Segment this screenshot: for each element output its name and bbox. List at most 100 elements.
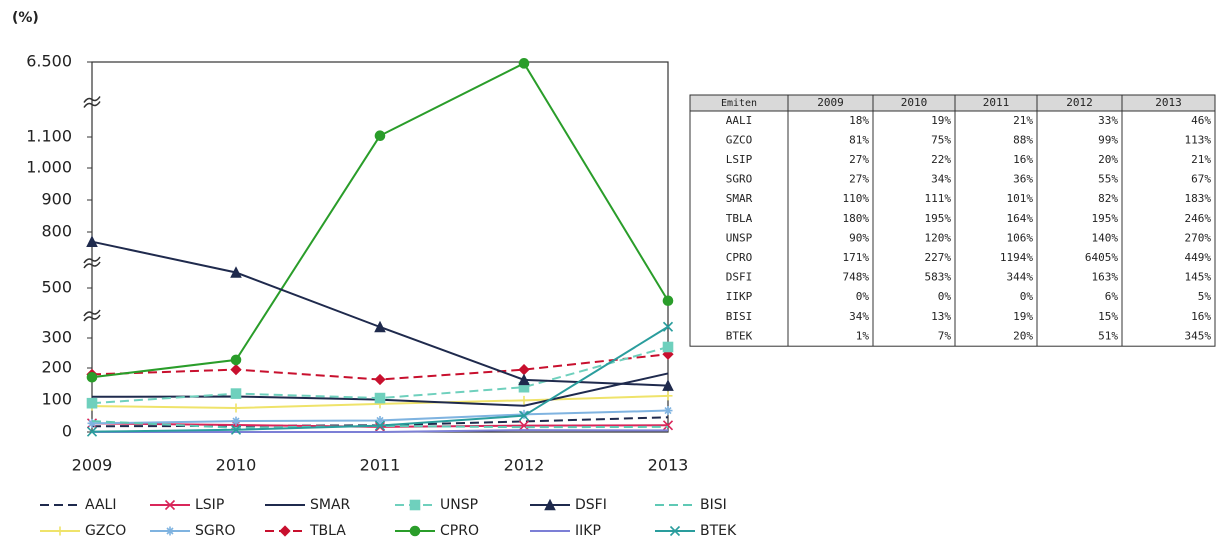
marker [374,373,386,386]
series-line [92,429,669,433]
table-row-label: UNSP [726,231,753,244]
marker [230,424,242,435]
table-cell: 163% [1092,271,1119,284]
table-cell: 195% [925,212,952,225]
marker [230,388,242,399]
marker [663,391,673,401]
marker [230,266,242,278]
table-cell: 7% [938,329,952,342]
table-row-label: SMAR [726,192,753,205]
table-cell: 5% [1198,290,1212,303]
marker [374,392,386,404]
table-cell: 270% [1185,231,1212,244]
table-row-label: SGRO [726,173,753,186]
table-cell: 583% [925,271,952,284]
legend-label: CPRO [440,523,479,539]
marker [86,235,98,248]
table-cell: 0% [1020,290,1034,303]
table-cell: 20% [1013,329,1033,342]
y-axis-title: (%) [12,10,39,26]
table-cell: 27% [849,173,869,186]
marker [230,354,242,366]
table-cell: 15% [1098,310,1118,323]
marker [518,373,530,386]
y-tick-label: 6.500 [26,52,72,71]
table-cell: 227% [925,251,952,264]
marker [86,371,98,383]
table-cell: 75% [931,133,951,146]
table-row-label: LSIP [726,153,753,166]
marker [279,525,291,537]
table-header: 2010 [901,96,928,109]
table-cell: 183% [1185,192,1212,205]
table-cell: 55% [1098,173,1118,186]
table-cell: 120% [925,231,952,244]
table-cell: 27% [849,153,869,166]
table-row-label: AALI [726,114,753,127]
axis-break [83,256,101,269]
table-header: 2013 [1155,96,1182,109]
table-cell: 67% [1191,173,1211,186]
marker [662,341,674,353]
table-cell: 1% [856,329,870,342]
table-cell: 16% [1191,310,1211,323]
y-tick-label: 1.000 [26,158,72,177]
marker [409,525,421,537]
table-cell: 16% [1013,153,1033,166]
table-cell: 88% [1013,133,1033,146]
table-cell: 0% [938,290,952,303]
table-row-label: GZCO [726,133,753,146]
y-tick-label: 300 [41,328,72,347]
table-cell: 21% [1191,153,1211,166]
table-cell: 22% [931,153,951,166]
data-table: Emiten 2009 2010 2011 2012 2013 AALI 18% 19% 21% 3… [689,94,1216,347]
table-row-label: BISI [726,310,753,323]
table-cell: 345% [1185,329,1212,342]
legend-label: UNSP [440,497,478,513]
table-cell: 1194% [1000,251,1033,264]
y-tick-label: 800 [41,222,72,241]
table-cell: 111% [925,192,952,205]
x-tick-label: 2011 [360,456,401,475]
marker [374,420,386,431]
marker [87,418,97,428]
legend-label: LSIP [195,497,224,513]
legend-label: GZCO [85,523,126,539]
legend-label: AALI [85,497,116,513]
marker [374,130,386,141]
y-tick-label: 900 [41,190,72,209]
table-cell: 21% [1013,114,1033,127]
table-cell: 110% [843,192,870,205]
y-tick-label: 100 [41,390,72,409]
table-cell: 145% [1185,271,1212,284]
table-cell: 18% [849,114,869,127]
table-row-label: DSFI [726,271,753,284]
marker [544,498,556,511]
table-cell: 180% [843,212,870,225]
table-cell: 51% [1098,329,1118,342]
table-cell: 101% [1007,192,1034,205]
table-cell: 34% [849,310,869,323]
legend-label: IIKP [575,523,601,539]
marker [86,397,98,409]
x-tick-label: 2012 [504,456,545,475]
legend-label: SGRO [195,523,235,539]
marker [518,58,530,69]
table-cell: 246% [1185,212,1212,225]
table-cell: 0% [856,290,870,303]
marker [409,499,421,511]
table-cell: 90% [849,231,869,244]
legend-label: SMAR [310,497,351,513]
marker [519,395,529,405]
table-cell: 13% [931,310,951,323]
table-cell: 81% [849,133,869,146]
table-cell: 6405% [1085,251,1118,264]
table-cell: 449% [1185,251,1212,264]
table-header-bg [689,94,1216,112]
table-header: 2009 [817,96,844,109]
table-cell: 19% [931,114,951,127]
table-cell: 34% [931,173,951,186]
marker [86,426,98,437]
table-header: 2012 [1066,96,1093,109]
marker [231,416,241,426]
